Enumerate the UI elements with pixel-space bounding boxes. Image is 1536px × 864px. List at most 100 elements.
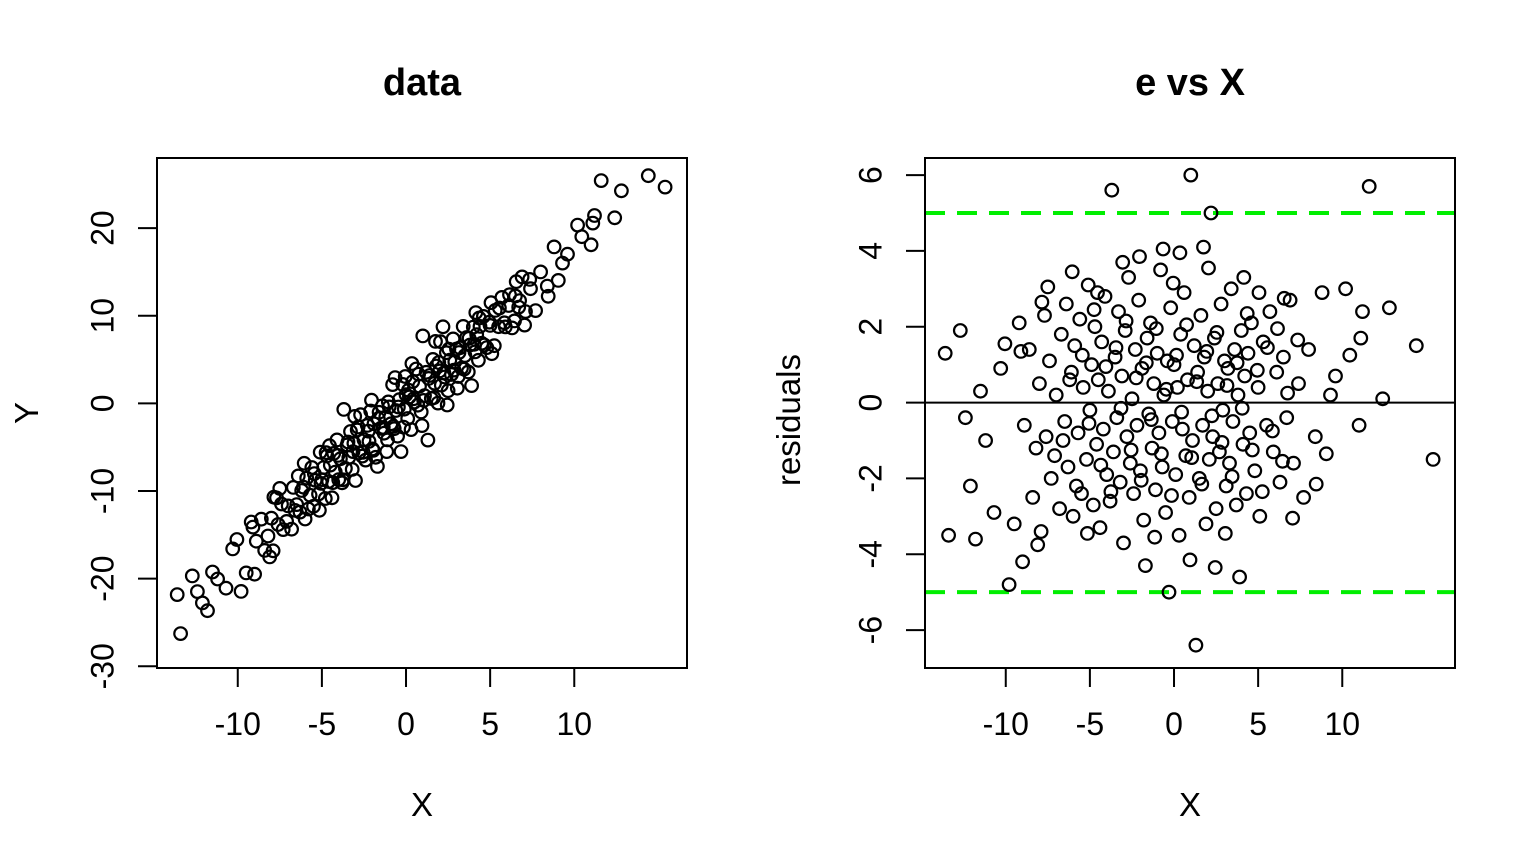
data-point	[1131, 292, 1147, 308]
data-point	[1121, 270, 1136, 285]
data-point	[1164, 488, 1179, 503]
data-point	[233, 584, 249, 599]
data-point	[385, 377, 401, 393]
data-point	[1355, 304, 1370, 320]
data-point	[1153, 446, 1169, 462]
data-point	[1290, 332, 1306, 348]
data-point	[986, 505, 1002, 520]
data-point	[1425, 452, 1441, 467]
data-point	[1089, 436, 1104, 452]
data-point	[1057, 414, 1073, 429]
data-point	[1213, 296, 1229, 312]
data-point	[1127, 342, 1143, 357]
data-point	[393, 444, 409, 460]
data-point	[1001, 577, 1017, 592]
data-point	[528, 303, 543, 319]
x-tick-label: -10	[983, 706, 1029, 742]
data-point	[1105, 444, 1121, 460]
data-point	[1058, 296, 1074, 312]
y-tick-label: -30	[84, 643, 120, 689]
data-point	[1217, 353, 1232, 369]
x-tick-label: 5	[1249, 706, 1267, 742]
data-point	[253, 511, 269, 527]
data-point	[1308, 476, 1324, 492]
data-point	[1193, 308, 1209, 323]
x-tick-label: 10	[556, 706, 592, 742]
data-point	[1064, 264, 1080, 280]
data-point	[1247, 463, 1263, 479]
data-point	[1227, 342, 1242, 357]
data-point	[1318, 446, 1334, 462]
data-point	[1203, 205, 1219, 221]
right-ref-lines	[925, 210, 1455, 595]
data-point	[1006, 516, 1022, 532]
data-point	[1052, 501, 1067, 517]
data-point	[1136, 512, 1152, 528]
data-point	[1185, 433, 1200, 448]
data-point	[370, 459, 385, 474]
data-point	[1053, 326, 1069, 342]
data-point	[1338, 281, 1353, 297]
data-point	[1011, 315, 1027, 331]
data-point	[1164, 414, 1180, 429]
data-point	[1149, 345, 1165, 361]
data-point	[1099, 467, 1115, 483]
data-point	[1314, 285, 1330, 301]
y-tick-label: 10	[84, 298, 120, 334]
data-point	[1250, 380, 1266, 395]
data-point	[248, 533, 264, 549]
data-point	[540, 288, 556, 304]
left-plot-xlabel: X	[411, 786, 433, 823]
data-point	[482, 318, 498, 333]
data-point	[1222, 455, 1237, 471]
data-point	[1224, 469, 1240, 484]
data-point	[1201, 260, 1216, 276]
data-point	[492, 300, 507, 316]
data-point	[1153, 262, 1168, 278]
left-points	[169, 168, 673, 641]
data-point	[417, 388, 432, 404]
data-point	[1265, 444, 1281, 460]
data-point	[1225, 414, 1241, 429]
data-point	[1381, 300, 1397, 316]
data-point	[585, 215, 601, 231]
data-point	[1190, 364, 1205, 380]
data-point	[1208, 501, 1224, 517]
data-point	[1259, 340, 1275, 356]
data-point	[1189, 374, 1205, 390]
left-y-axis: -30 -20 -10 0 10 20	[84, 210, 157, 689]
data-point	[1198, 516, 1214, 532]
right-plot-xlabel: X	[1179, 786, 1201, 823]
data-point	[593, 173, 609, 189]
y-tick-label: -10	[84, 468, 120, 514]
data-point	[1217, 526, 1233, 541]
data-point	[937, 345, 953, 361]
data-point	[1269, 364, 1285, 380]
data-point	[1085, 497, 1101, 513]
data-point	[430, 395, 446, 411]
data-point	[173, 626, 189, 641]
data-point	[1074, 347, 1090, 363]
data-point	[1254, 484, 1270, 500]
data-point	[1264, 423, 1280, 439]
data-point	[1114, 368, 1130, 384]
data-point	[1214, 435, 1230, 450]
data-point	[1240, 345, 1256, 361]
data-point	[1062, 372, 1078, 388]
data-point	[1138, 355, 1154, 371]
data-point	[1291, 376, 1306, 392]
y-tick-label: 0	[852, 394, 888, 412]
data-point	[1205, 429, 1221, 445]
data-point	[1282, 292, 1298, 308]
data-point	[1233, 323, 1249, 338]
data-point	[1249, 362, 1265, 378]
data-point	[1107, 349, 1123, 365]
data-point	[1229, 355, 1245, 371]
data-point	[1200, 383, 1216, 399]
data-point	[210, 571, 226, 587]
right-plot-title: e vs X	[1135, 62, 1246, 104]
data-point	[1048, 387, 1064, 403]
data-point	[484, 346, 500, 362]
data-point	[1065, 508, 1081, 524]
data-point	[1244, 442, 1260, 458]
